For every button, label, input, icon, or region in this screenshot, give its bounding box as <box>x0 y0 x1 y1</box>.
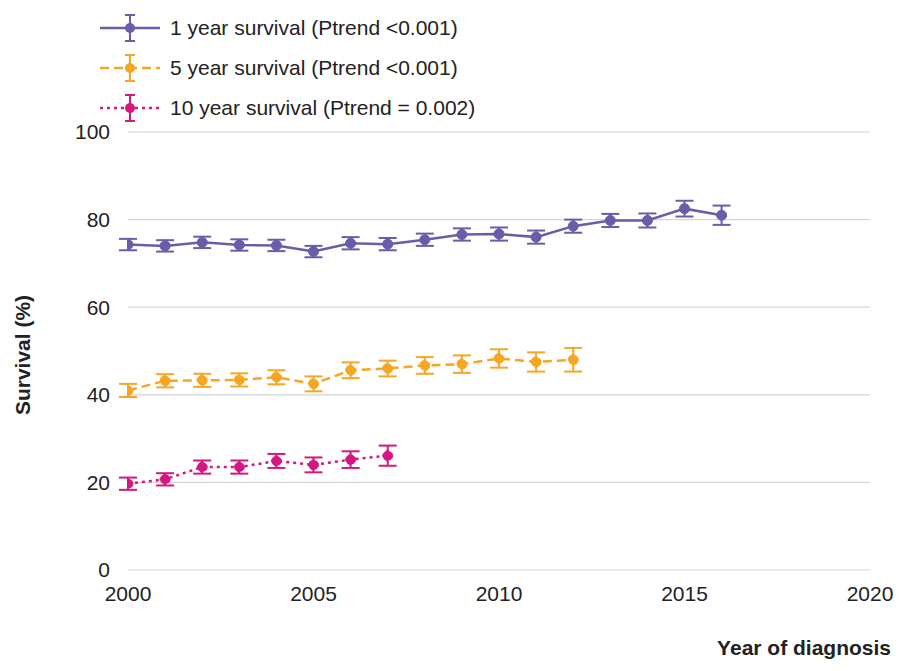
svg-text:80: 80 <box>87 208 110 231</box>
svg-text:2020: 2020 <box>847 582 894 605</box>
html-text:5 year survival (Ptrend <0.001: 5 year survival (Ptrend <0.001) <box>170 56 458 79</box>
svg-text:2005: 2005 <box>290 582 337 605</box>
html-text:10 year survival (Ptrend = 0.0: 10 year survival (Ptrend = 0.002) <box>170 96 476 119</box>
html-text:1 year survival (Ptrend <0.001: 1 year survival (Ptrend <0.001) <box>170 16 458 39</box>
svg-text:60: 60 <box>87 296 110 319</box>
svg-text:100: 100 <box>75 120 110 143</box>
svg-text:2000: 2000 <box>105 582 152 605</box>
svg-text:2010: 2010 <box>476 582 523 605</box>
svg-text:Year of diagnosis: Year of diagnosis <box>717 636 891 659</box>
svg-text:0: 0 <box>98 558 110 581</box>
svg-text:Survival (%): Survival (%) <box>11 295 34 415</box>
svg-text:2015: 2015 <box>661 582 708 605</box>
svg-text:20: 20 <box>87 471 110 494</box>
svg-text:40: 40 <box>87 383 110 406</box>
